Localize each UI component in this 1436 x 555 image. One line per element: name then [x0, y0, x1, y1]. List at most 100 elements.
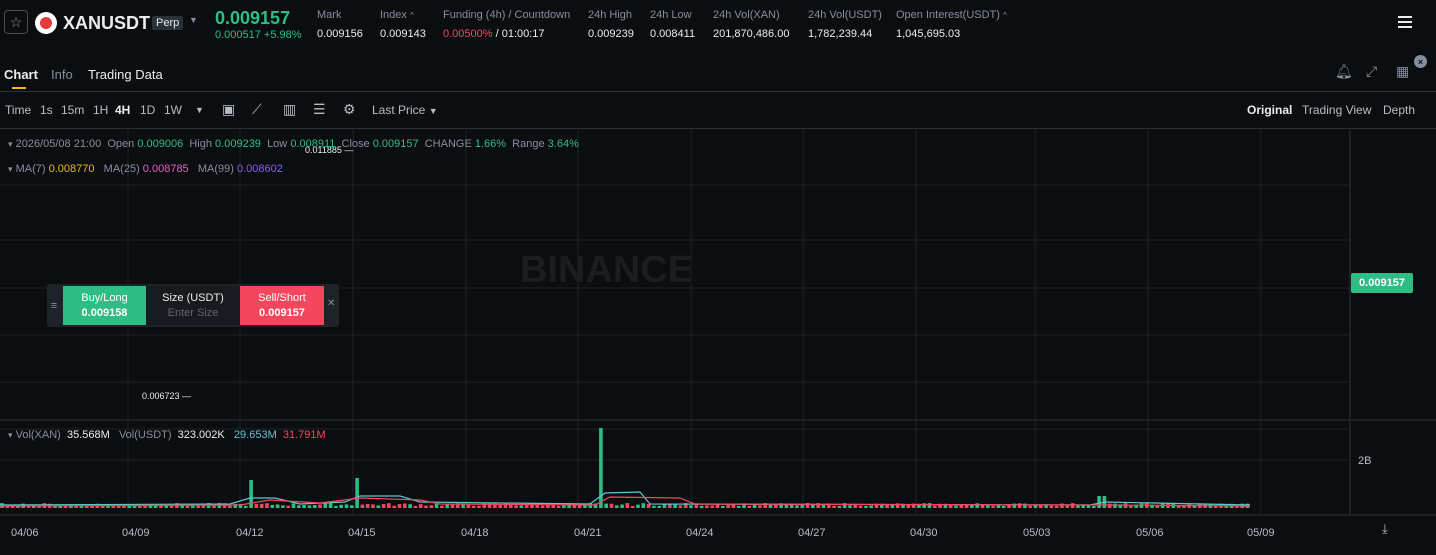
tab-chart[interactable]: Chart: [4, 67, 38, 82]
indicator-icon[interactable]: ⟋: [252, 101, 262, 117]
volume-bar: [705, 505, 709, 508]
close-icon[interactable]: ×: [1414, 55, 1427, 68]
tab-trading-data[interactable]: Trading Data: [88, 67, 163, 82]
settings-sliders-icon[interactable]: ☰: [313, 101, 326, 117]
volume-bar: [1044, 504, 1048, 508]
coin-logo: [35, 12, 57, 34]
volume-bar: [440, 505, 444, 508]
stat-label-mark: Mark: [317, 9, 342, 21]
star-icon[interactable]: ☆: [4, 10, 28, 34]
chart-type-icon[interactable]: ▥: [283, 101, 297, 117]
low-price-marker: 0.006723 —: [142, 391, 191, 401]
quick-trade-widget: ≡ Buy/Long 0.009158 Size (USDT) Enter Si…: [47, 284, 339, 327]
size-placeholder: Enter Size: [167, 307, 219, 319]
volume-bar: [811, 504, 815, 508]
price-type-select[interactable]: Last Price ▼: [372, 103, 438, 117]
x-tick-label: 04/06: [11, 527, 39, 539]
scale-toggle-icon[interactable]: ⤓: [1382, 521, 1388, 536]
time-label[interactable]: Time: [5, 103, 32, 117]
high-price-marker: 0.011885 —: [305, 145, 353, 155]
volume-bar: [307, 505, 312, 508]
volume-bar: [1182, 505, 1186, 508]
volume-bar: [270, 504, 275, 508]
size-input[interactable]: Size (USDT) Enter Size: [146, 286, 240, 325]
x-tick-label: 04/12: [236, 527, 264, 539]
volume-bar: [482, 503, 487, 508]
stat-label-open-interest[interactable]: Open Interest(USDT) ^: [896, 9, 1007, 21]
volume-bar: [524, 504, 529, 508]
volume-bar: [429, 505, 434, 508]
volume-bar: [100, 504, 105, 508]
volume-bar: [58, 505, 63, 508]
interval-1d[interactable]: 1D: [140, 103, 156, 117]
volume-bar: [837, 505, 842, 508]
buy-label: Buy/Long: [81, 292, 128, 304]
volume-bar: [906, 505, 911, 508]
volume-bar: [85, 505, 89, 508]
volume-bar: [1033, 504, 1038, 508]
close-icon[interactable]: ✕: [327, 298, 336, 309]
volume-bar: [572, 504, 577, 508]
view-trading-view[interactable]: Trading View: [1302, 103, 1372, 117]
x-tick-label: 04/15: [348, 527, 376, 539]
symbol-dropdown-icon[interactable]: ▼: [189, 15, 198, 25]
volume-bar: [800, 504, 805, 508]
symbol-name[interactable]: XANUSDT: [63, 13, 151, 33]
menu-icon[interactable]: [1398, 16, 1412, 28]
volume-bar: [1017, 503, 1022, 508]
current-price-tag: 0.009157: [1351, 273, 1413, 293]
interval-1w[interactable]: 1W: [164, 103, 182, 117]
volume-bar: [779, 503, 783, 508]
volume-bar: [880, 503, 884, 508]
volume-bar: [726, 504, 730, 508]
calendar-icon[interactable]: ▣: [222, 101, 236, 117]
stat-label-index[interactable]: Index ^: [380, 9, 414, 21]
volume-bar: [715, 504, 720, 508]
volume-bar: [212, 504, 216, 508]
tab-info[interactable]: Info: [51, 67, 73, 82]
volume-bar: [577, 503, 582, 508]
volume-bar: [604, 503, 608, 508]
interval-1h[interactable]: 1H: [93, 103, 109, 117]
volume-bar: [938, 503, 942, 508]
volume-bar: [609, 503, 614, 508]
volume-bar: [328, 503, 333, 508]
interval-15m[interactable]: 15m: [61, 103, 85, 117]
volume-bar: [281, 505, 285, 508]
bell-icon[interactable]: 🔔︎: [1335, 63, 1353, 79]
gear-icon[interactable]: ⚙: [343, 101, 356, 117]
volume-bar: [689, 505, 693, 508]
view-original[interactable]: Original: [1247, 103, 1293, 117]
volume-bar: [450, 504, 455, 508]
sell-short-button[interactable]: Sell/Short 0.009157: [240, 286, 324, 325]
stat-value-open-interest: 1,045,695.03: [896, 28, 961, 40]
volume-bar: [79, 504, 84, 508]
volume-bar: [1076, 505, 1080, 508]
volume-bar: [911, 503, 916, 508]
volume-bar: [1107, 503, 1112, 508]
layout-grid-icon[interactable]: ▦: [1396, 63, 1410, 79]
drag-handle-icon[interactable]: ≡: [50, 299, 58, 312]
interval-1s[interactable]: 1s: [40, 103, 53, 117]
volume-bar: [418, 504, 423, 508]
watermark: BINANCE: [520, 249, 693, 291]
volume-bar: [980, 504, 985, 508]
interval-dropdown-icon[interactable]: ▼: [195, 105, 204, 115]
volume-bar: [816, 503, 820, 508]
interval-4h[interactable]: 4H: [115, 103, 131, 117]
buy-long-button[interactable]: Buy/Long 0.009158: [63, 286, 146, 325]
expand-icon[interactable]: ⤢: [1366, 63, 1378, 79]
volume-bar: [1049, 505, 1054, 508]
volume-bar: [10, 505, 15, 508]
volume-bar: [699, 505, 704, 508]
volume-bar: [132, 505, 137, 508]
volume-bar: [784, 504, 789, 508]
candlestick-chart[interactable]: BINANCE 0.011885 — 0.006723 — 0.0110000.0…: [0, 130, 1436, 555]
volume-bar: [1192, 505, 1197, 508]
volume-bar: [652, 505, 656, 508]
volume-bar: [1012, 503, 1017, 508]
volume-tick-label: 2B: [1358, 455, 1371, 467]
stat-value-index: 0.009143: [380, 28, 426, 40]
view-depth[interactable]: Depth: [1383, 103, 1416, 117]
volume-bar: [228, 505, 232, 508]
